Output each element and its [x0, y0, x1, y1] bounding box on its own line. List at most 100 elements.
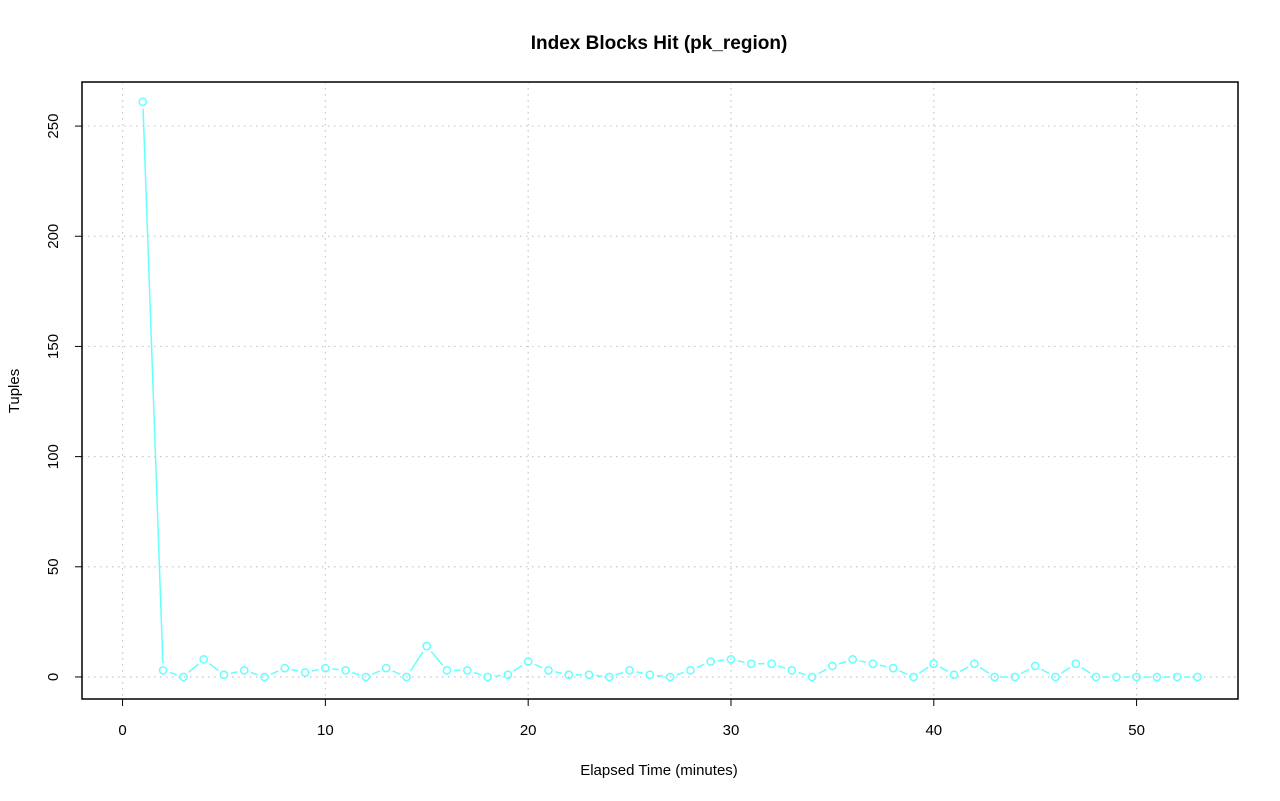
x-tick-label: 20 — [520, 722, 537, 739]
y-tick-label: 100 — [45, 444, 62, 469]
data-point — [1111, 672, 1121, 682]
data-point — [361, 672, 371, 682]
series-segment — [817, 668, 827, 675]
data-point — [1132, 672, 1141, 682]
chart-title: Index Blocks Hit (pk_region) — [531, 33, 788, 54]
data-point — [706, 657, 716, 666]
data-point — [807, 672, 817, 682]
series-segment — [555, 671, 563, 675]
x-tick-label: 10 — [317, 722, 334, 739]
x-tick-label: 50 — [1128, 722, 1145, 739]
data-point — [239, 666, 249, 675]
x-tick-label: 40 — [925, 722, 942, 739]
y-tick-label: 150 — [45, 334, 62, 359]
data-point — [848, 654, 858, 664]
series-segment — [656, 674, 664, 677]
series-segment — [430, 651, 444, 666]
y-tick-label: 50 — [45, 558, 62, 575]
series-segment — [696, 663, 705, 669]
series-segment — [311, 668, 319, 672]
x-tick-label: 30 — [723, 722, 740, 739]
series-segment — [1060, 666, 1071, 674]
data-point — [158, 666, 168, 675]
data-point — [686, 666, 695, 675]
series-segment — [1081, 666, 1091, 674]
series-segment — [1040, 668, 1050, 675]
series-segment — [169, 671, 177, 676]
series-segment — [636, 671, 644, 675]
data-point — [787, 666, 797, 675]
data-point — [1152, 672, 1162, 682]
series-segment — [737, 660, 745, 663]
data-point — [909, 672, 918, 682]
grid — [82, 82, 1238, 699]
data-point — [746, 659, 756, 669]
series-segment — [513, 664, 523, 672]
series-segment — [142, 108, 164, 664]
data-point — [665, 672, 675, 682]
data-point — [888, 663, 898, 673]
data-point — [503, 670, 513, 680]
series-segment — [372, 670, 381, 675]
series-segment — [473, 671, 482, 676]
data-point — [970, 659, 979, 669]
series-segment — [615, 671, 624, 676]
data-point — [402, 672, 411, 682]
series-segment — [676, 671, 684, 676]
data-point — [179, 672, 188, 682]
data-point — [483, 672, 492, 682]
data-point — [260, 672, 269, 682]
data-point — [523, 657, 533, 666]
data-point — [280, 663, 290, 673]
data-point — [625, 666, 634, 675]
series-segment — [899, 670, 908, 675]
data-point — [199, 654, 209, 664]
series-segment — [291, 668, 299, 672]
series-segment — [979, 666, 990, 674]
series-segment — [208, 662, 219, 672]
series-segment — [798, 671, 806, 676]
series-segment — [959, 666, 969, 673]
plot-frame — [81, 81, 1239, 700]
series-segment — [230, 671, 238, 675]
series-segment — [392, 670, 401, 675]
data-point — [1051, 672, 1060, 682]
series-segment — [717, 659, 725, 662]
data-point — [584, 670, 594, 680]
data-point — [1010, 672, 1020, 682]
series-segment — [494, 674, 502, 677]
data-point — [828, 661, 837, 671]
series-segment — [838, 660, 847, 665]
data-point — [442, 666, 452, 675]
series-segment — [1020, 668, 1030, 675]
data-point — [138, 97, 148, 107]
x-axis: 0 10 20 30 40 50 — [118, 698, 1145, 739]
data-point — [564, 670, 574, 680]
series-segment — [918, 666, 929, 674]
data-point — [929, 659, 939, 669]
series-segment — [188, 663, 199, 673]
series-segment — [409, 651, 424, 672]
data-point — [381, 663, 391, 673]
series-segment — [250, 671, 259, 676]
series-segment — [859, 660, 867, 663]
x-tick-label: 0 — [118, 722, 126, 739]
data-point — [604, 672, 614, 682]
series-layer — [138, 97, 1202, 682]
data-point — [645, 670, 655, 680]
data-point — [462, 666, 472, 675]
data-point — [1193, 672, 1202, 682]
series-segment — [332, 668, 339, 671]
y-tick-label: 250 — [45, 114, 62, 139]
data-point — [726, 654, 736, 664]
series-segment — [270, 670, 279, 675]
data-point — [990, 672, 999, 682]
data-point — [868, 659, 878, 669]
data-point — [1030, 661, 1040, 671]
data-point — [949, 670, 959, 680]
series-segment — [939, 666, 949, 673]
data-point — [300, 668, 310, 677]
series-segment — [534, 663, 543, 669]
y-axis: 0 50 100 150 200 250 — [45, 114, 83, 681]
